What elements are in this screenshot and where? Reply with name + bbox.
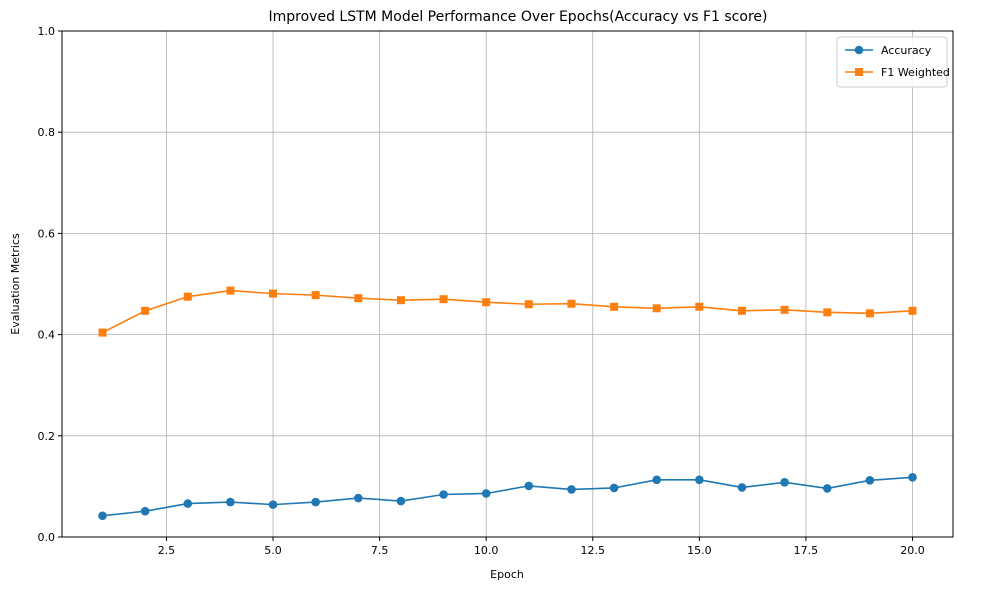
x-tick-label: 20.0 <box>900 544 925 557</box>
legend-marker <box>855 68 863 76</box>
x-tick-label: 2.5 <box>158 544 176 557</box>
y-tick-label: 0.2 <box>38 430 56 443</box>
data-point-f1-weighted <box>908 306 917 315</box>
data-point-f1-weighted <box>141 306 150 315</box>
legend-label: Accuracy <box>881 44 932 57</box>
data-point-f1-weighted <box>354 294 363 303</box>
data-point-accuracy <box>652 475 662 485</box>
data-point-f1-weighted <box>567 299 576 308</box>
data-point-accuracy <box>439 490 448 499</box>
data-point-accuracy <box>268 500 278 509</box>
data-point-accuracy <box>481 489 491 498</box>
legend: Accuracy F1 Weighted <box>836 36 950 88</box>
x-axis-label: Epoch <box>490 568 524 581</box>
data-point-f1-weighted <box>524 300 533 309</box>
y-tick-label: 0.4 <box>38 329 56 342</box>
data-point-accuracy <box>183 499 193 508</box>
data-point-f1-weighted <box>865 309 874 318</box>
series-f1-weighted <box>98 286 917 337</box>
data-point-accuracy <box>865 476 875 485</box>
data-point-f1-weighted <box>780 305 789 314</box>
data-point-accuracy <box>567 485 576 494</box>
data-point-f1-weighted <box>439 295 448 304</box>
x-tick-label: 15.0 <box>687 544 712 557</box>
data-point-accuracy <box>353 493 363 503</box>
data-point-f1-weighted <box>226 286 235 295</box>
data-point-accuracy <box>396 496 406 506</box>
series-accuracy <box>98 472 917 521</box>
y-tick-label: 0.0 <box>38 531 56 544</box>
data-point-accuracy <box>737 483 747 492</box>
legend-item-f1-weighted: F1 Weighted <box>845 66 950 79</box>
x-tick-label: 10.0 <box>474 544 499 557</box>
y-axis: 0.0 0.2 0.4 0.6 0.8 1.0 <box>38 25 62 544</box>
series-line-accuracy <box>102 476 913 517</box>
data-point-accuracy <box>524 481 534 491</box>
legend-item-accuracy: Accuracy <box>845 44 932 57</box>
data-point-accuracy <box>140 506 150 516</box>
data-point-accuracy <box>311 497 320 507</box>
data-point-accuracy <box>609 483 619 493</box>
data-point-f1-weighted <box>737 306 746 315</box>
legend-label: F1 Weighted <box>881 66 950 79</box>
data-point-accuracy <box>226 497 235 507</box>
legend-marker <box>854 45 864 55</box>
data-point-f1-weighted <box>311 291 320 300</box>
grid <box>62 30 953 538</box>
x-axis: 2.5 5.0 7.5 10.0 12.5 15.0 17.5 20.0 <box>158 537 925 557</box>
x-tick-label: 12.5 <box>581 544 606 557</box>
data-point-accuracy <box>780 478 789 487</box>
data-point-f1-weighted <box>652 304 661 313</box>
data-point-accuracy <box>695 475 704 485</box>
series-line-f1-weighted <box>102 289 913 334</box>
data-point-f1-weighted <box>269 289 278 298</box>
data-point-f1-weighted <box>695 302 704 311</box>
data-point-f1-weighted <box>610 302 619 311</box>
data-point-f1-weighted <box>98 328 107 337</box>
data-point-accuracy <box>98 511 107 521</box>
x-tick-label: 5.0 <box>264 544 282 557</box>
series-layer <box>98 286 917 521</box>
data-point-accuracy <box>822 484 832 493</box>
data-point-f1-weighted <box>183 292 192 301</box>
y-tick-label: 1.0 <box>38 25 56 38</box>
plot-frame <box>61 30 954 538</box>
data-point-f1-weighted <box>396 296 405 305</box>
y-tick-label: 0.6 <box>38 227 56 240</box>
chart-title: Improved LSTM Model Performance Over Epo… <box>269 9 768 25</box>
y-tick-label: 0.8 <box>38 126 56 139</box>
data-point-f1-weighted <box>482 298 491 307</box>
data-point-f1-weighted <box>823 308 832 317</box>
x-tick-label: 7.5 <box>371 544 389 557</box>
x-tick-label: 17.5 <box>794 544 819 557</box>
y-axis-label: Evaluation Metrics <box>9 233 22 335</box>
data-point-accuracy <box>908 472 917 482</box>
